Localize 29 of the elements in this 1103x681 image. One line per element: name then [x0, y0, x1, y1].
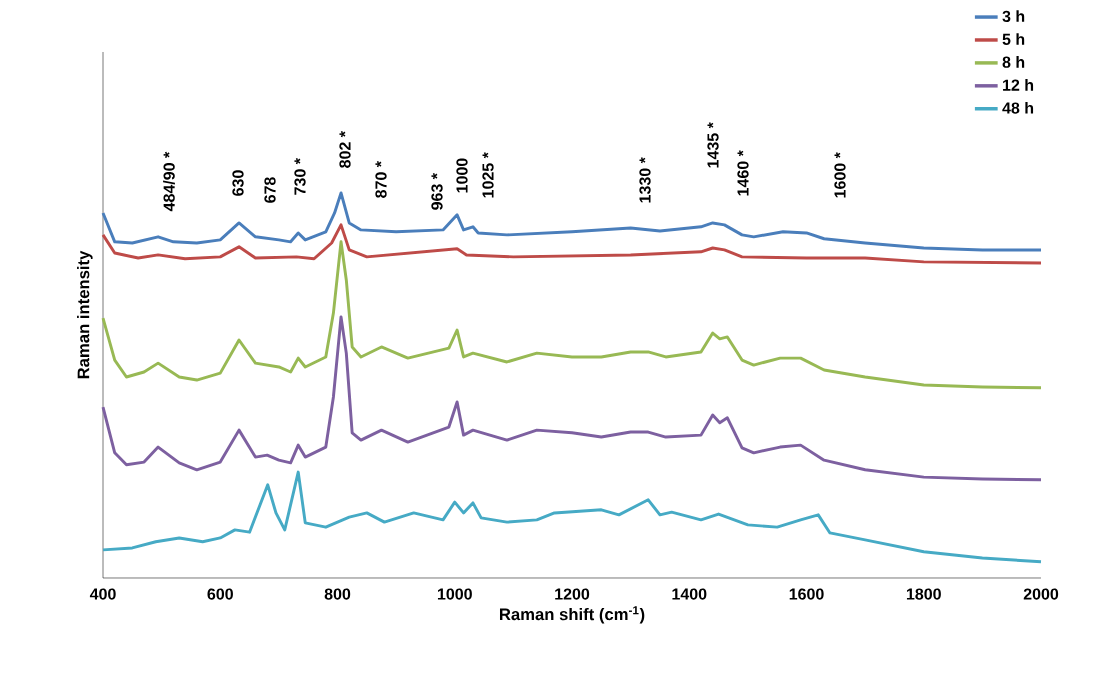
annotation: 630: [232, 170, 244, 196]
x-tick-label: 1600: [789, 588, 824, 600]
text: 1435 *: [707, 122, 719, 168]
annotation: 1025 *: [482, 152, 494, 198]
x-axis-title: Raman shift (cm$^{-1}$): [499, 606, 645, 624]
x-tick-label: 1400: [672, 588, 707, 600]
text: 1000: [456, 158, 468, 193]
x-tick-label: 1800: [906, 588, 941, 600]
legend-label: 48 h: [1002, 101, 1034, 114]
annotation: 484/90 *: [163, 151, 175, 212]
x-tick-label: 1200: [555, 588, 590, 600]
legend-label: 5 h: [1002, 33, 1025, 45]
legend-label: 8 h: [1002, 56, 1025, 68]
text: 802 *: [339, 131, 351, 168]
x-tick-label: 800: [324, 588, 351, 600]
annotation: 870 *: [375, 161, 387, 198]
y-axis-title: Raman intensity: [77, 250, 93, 379]
x-tick-label: 1000: [437, 588, 472, 600]
annotation: 678: [264, 177, 276, 203]
annotation: 730 *: [294, 158, 306, 195]
x-tick-label: 600: [207, 588, 233, 600]
annotation: 963 *: [431, 173, 443, 210]
annotation: 1600 *: [834, 152, 846, 198]
annotation: 1460 *: [737, 150, 749, 196]
x-tick-label: 2000: [1023, 588, 1059, 600]
annotation: 1330 *: [639, 157, 651, 203]
legend-label: 12 h: [1003, 79, 1034, 91]
legend-label: 3 h: [1002, 10, 1025, 23]
x-tick-label: 400: [89, 588, 116, 600]
